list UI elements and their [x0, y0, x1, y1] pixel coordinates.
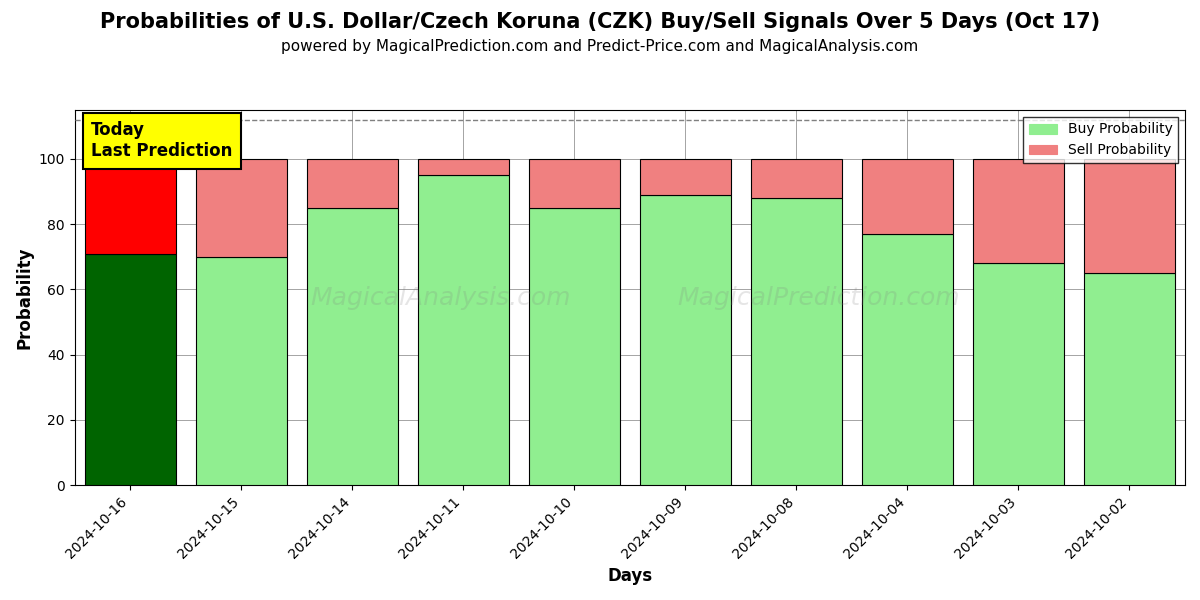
X-axis label: Days: Days — [607, 567, 653, 585]
Bar — [1084, 273, 1175, 485]
Text: MagicalPrediction.com: MagicalPrediction.com — [677, 286, 960, 310]
Bar — [862, 159, 953, 234]
Bar — [85, 254, 175, 485]
Bar — [196, 257, 287, 485]
Text: MagicalAnalysis.com: MagicalAnalysis.com — [311, 286, 571, 310]
Y-axis label: Probability: Probability — [16, 247, 34, 349]
Text: Probabilities of U.S. Dollar/Czech Koruna (CZK) Buy/Sell Signals Over 5 Days (Oc: Probabilities of U.S. Dollar/Czech Korun… — [100, 12, 1100, 32]
Bar — [862, 234, 953, 485]
Bar — [418, 175, 509, 485]
Bar — [640, 159, 731, 195]
Bar — [529, 208, 620, 485]
Bar — [751, 198, 842, 485]
Bar — [196, 159, 287, 257]
Bar — [307, 159, 397, 208]
Bar — [85, 159, 175, 254]
Bar — [307, 208, 397, 485]
Bar — [640, 195, 731, 485]
Text: powered by MagicalPrediction.com and Predict-Price.com and MagicalAnalysis.com: powered by MagicalPrediction.com and Pre… — [281, 39, 919, 54]
Bar — [973, 263, 1064, 485]
Bar — [973, 159, 1064, 263]
Bar — [751, 159, 842, 198]
Text: Today
Last Prediction: Today Last Prediction — [91, 121, 233, 160]
Bar — [1084, 159, 1175, 273]
Legend: Buy Probability, Sell Probability: Buy Probability, Sell Probability — [1024, 117, 1178, 163]
Bar — [418, 159, 509, 175]
Bar — [529, 159, 620, 208]
